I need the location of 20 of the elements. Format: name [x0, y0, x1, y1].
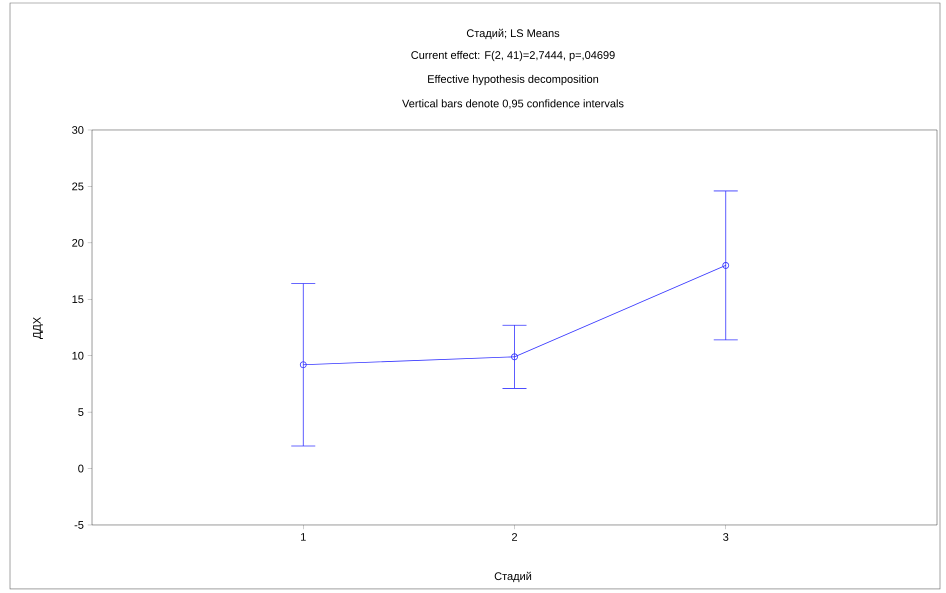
y-tick-label: 15: [72, 295, 84, 304]
y-tick-label: 25: [72, 182, 84, 190]
x-tick-label: 3: [723, 533, 728, 541]
x-tick-label: 2: [512, 533, 518, 541]
x-axis-title: Стадий: [494, 572, 532, 582]
chart-title: Стадий; LS Means: [466, 28, 560, 40]
text: Effective hypothesis decomposition: [428, 74, 598, 86]
y-tick-label: 30: [72, 126, 84, 134]
y-tick-label: 5: [78, 408, 84, 416]
x-tick-label: 1: [301, 533, 306, 541]
y-tick-label: 0: [78, 464, 84, 472]
chart-subtitle: Current effect: F(2, 41)=2,7444, p=,04699: [411, 50, 615, 62]
y-tick-label: -5: [74, 521, 84, 529]
point: [722, 262, 730, 269]
y-tick-label: 10: [72, 352, 84, 360]
y-tick-label: 20: [72, 238, 84, 247]
y-axis-title: ДДХ: [33, 317, 43, 340]
text: Vertical bars denote 0,95 confidence intervals: [402, 99, 624, 109]
point: [300, 361, 307, 368]
point: [511, 353, 518, 360]
